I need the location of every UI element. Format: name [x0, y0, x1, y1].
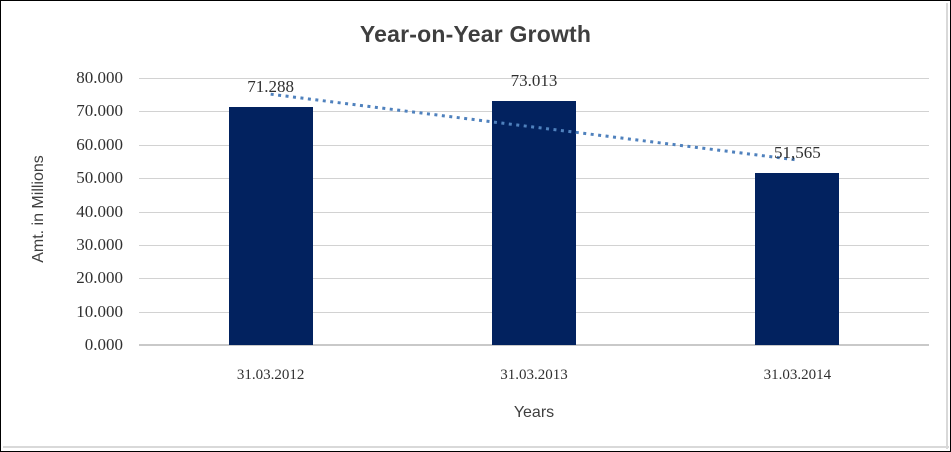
y-tick-label: 70.000 [76, 101, 123, 121]
y-tick-label: 20.000 [76, 268, 123, 288]
x-tick-label: 31.03.2014 [763, 367, 832, 383]
y-tick-label: 60.000 [76, 134, 123, 154]
chart-border-right [946, 3, 948, 449]
x-tick-label: 31.03.2012 [236, 367, 305, 383]
bar [755, 172, 840, 345]
x-axis-title: Years [513, 404, 555, 421]
y-tick-label: 10.000 [76, 301, 123, 321]
y-tick-label: 50.000 [76, 168, 123, 188]
chart-border-bottom [3, 446, 949, 448]
data-label: 73.013 [510, 71, 558, 91]
y-tick-label: 40.000 [76, 201, 123, 221]
x-axis-line [139, 344, 929, 346]
chart-title: Year-on-Year Growth [359, 21, 592, 47]
data-label: 71.288 [247, 77, 295, 97]
bar [492, 101, 576, 345]
data-label: 51,565 [773, 142, 821, 162]
y-tick-label: 0.000 [84, 335, 123, 354]
gridline [139, 78, 929, 79]
bar [228, 107, 313, 345]
x-tick-label: 31.03.2013 [500, 367, 568, 383]
trendline [270, 92, 798, 162]
y-tick-label: 30.000 [76, 234, 123, 254]
y-tick-label: 80.000 [76, 68, 123, 87]
